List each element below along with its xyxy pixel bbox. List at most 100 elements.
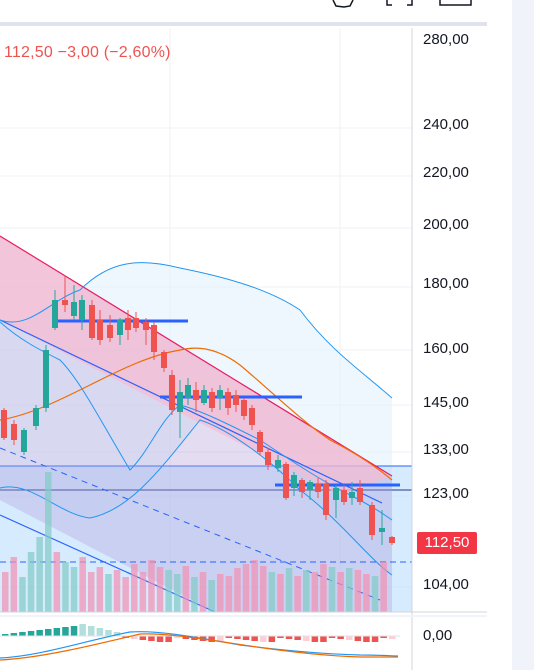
candle-body[interactable] [299,480,305,492]
chart-toolbar [0,0,487,24]
candle-body[interactable] [333,488,339,500]
volume-bar [234,568,241,612]
candle-body[interactable] [62,300,68,305]
settings-icon[interactable] [332,0,354,8]
price-axis-label: 160,00 [423,340,469,357]
histogram-bar [354,636,362,641]
histogram-bar [53,628,61,636]
volume-bar [156,567,164,612]
volume-bar [217,574,224,612]
candle-body[interactable] [52,300,58,328]
volume-bar [131,564,138,612]
candle-body[interactable] [315,484,321,492]
histogram-bar [285,636,293,639]
toolbar-icons [332,0,472,8]
histogram-bar [234,636,241,639]
candle-body[interactable] [249,408,255,425]
volume-bar [371,576,379,612]
price-axis-label: 180,00 [423,275,469,292]
volume-bar [251,560,258,612]
volume-bar [70,567,78,612]
candle-body[interactable] [79,300,85,320]
histogram-bar [225,636,233,638]
candle-body[interactable] [323,484,329,515]
candle-body[interactable] [369,505,375,535]
histogram-bar [62,627,69,636]
histogram-bar [79,624,86,636]
volume-bar [19,577,26,612]
channel-upper-zone[interactable] [0,236,392,495]
volume-bar [27,552,35,612]
volume-bar [328,567,336,612]
oscillator-zero-label: 0,00 [423,627,453,644]
candle-body[interactable] [209,392,215,408]
candle-body[interactable] [241,400,247,416]
candle-body[interactable] [217,390,223,398]
candle-body[interactable] [341,490,347,502]
candle-body[interactable] [151,325,157,352]
histogram-bar [320,636,327,642]
candle-body[interactable] [107,325,113,338]
histogram-bar [294,636,301,640]
volume-bar [208,580,215,612]
candle-body[interactable] [161,352,167,368]
volume-bar [268,572,276,612]
candle-body[interactable] [21,430,27,452]
volume-bar [242,564,250,612]
candle-body[interactable] [201,390,207,403]
candle-body[interactable] [307,482,313,490]
snapshot-icon[interactable] [439,0,472,6]
histogram-bar [105,630,112,636]
volume-bar [354,570,362,612]
candle-body[interactable] [177,392,183,412]
candle-body[interactable] [275,460,281,468]
histogram-bar [19,632,26,636]
volume-bar [53,552,61,612]
candle-body[interactable] [133,318,139,328]
volume-bar [199,572,207,612]
candle-body[interactable] [117,320,123,335]
candle-body[interactable] [291,475,297,488]
candle-body[interactable] [97,320,103,340]
candle-body[interactable] [265,452,271,465]
histogram-bar [277,636,284,638]
lower-band-line [0,419,393,576]
candle-body[interactable] [257,432,263,452]
histogram-bar [389,636,396,639]
volume-bar [45,472,52,612]
candle-body[interactable] [389,537,395,543]
candle-body[interactable] [11,424,17,440]
candle-body[interactable] [379,528,385,532]
candle-body[interactable] [1,410,7,438]
histogram-bar [208,636,215,642]
candle-body[interactable] [349,492,355,498]
candle-body[interactable] [43,350,49,408]
candle-body[interactable] [357,488,363,502]
price-axis-label: 280,00 [423,31,469,48]
volume-bar [139,572,147,612]
candle-body[interactable] [283,464,289,498]
candle-body[interactable] [33,408,39,426]
candle-body[interactable] [169,375,175,410]
candle-body[interactable] [71,302,77,316]
histogram-bar [88,626,95,636]
candle-body[interactable] [89,305,95,338]
volume-bar [320,564,327,612]
candle-body[interactable] [193,390,199,400]
candlesticks[interactable] [1,275,395,545]
histogram-bar [251,636,258,641]
channel-middle-line[interactable] [0,319,383,504]
fullscreen-icon[interactable] [386,0,413,6]
price-axis-label: 145,00 [423,394,469,411]
candle-body[interactable] [185,385,191,398]
candle-body[interactable] [225,392,231,408]
price-axis-label: 240,00 [423,116,469,133]
histogram-bar [303,636,310,641]
candle-body[interactable] [233,395,239,405]
candle-body[interactable] [125,318,131,330]
symbol-price-change: 112,50 −3,00 (−2,60%) [4,44,171,61]
histogram-bar [156,636,164,642]
price-axis-label: 104,00 [423,576,469,593]
candle-body[interactable] [143,322,149,330]
